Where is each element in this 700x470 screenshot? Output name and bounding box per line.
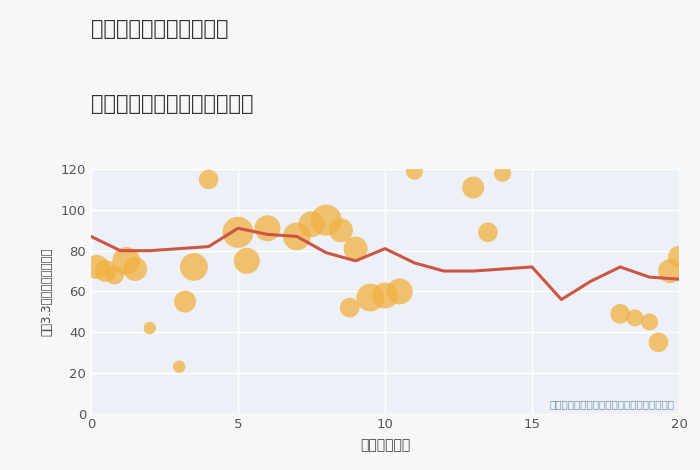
Point	[365, 294, 376, 301]
Point	[241, 257, 253, 265]
Point	[673, 253, 685, 260]
Point	[335, 227, 346, 234]
Point	[321, 216, 332, 224]
Point	[179, 298, 190, 306]
Point	[262, 225, 273, 232]
Point	[174, 363, 185, 370]
Point	[91, 263, 102, 271]
Point	[394, 288, 405, 295]
Text: 三重県津市白山町佐田の: 三重県津市白山町佐田の	[91, 19, 228, 39]
Point	[644, 318, 655, 326]
Point	[497, 170, 508, 177]
Text: 駅距離別中古マンション価格: 駅距離別中古マンション価格	[91, 94, 253, 114]
Point	[232, 228, 244, 236]
Point	[653, 338, 664, 346]
Point	[109, 271, 120, 279]
Point	[379, 292, 391, 299]
Text: 円の大きさは、取引のあった物件面積を示す: 円の大きさは、取引のあった物件面積を示す	[550, 400, 675, 409]
Point	[482, 228, 493, 236]
Point	[344, 304, 356, 312]
X-axis label: 駅距離（分）: 駅距離（分）	[360, 439, 410, 453]
Point	[203, 176, 214, 183]
Y-axis label: 坪（3.3㎡）単価（万円）: 坪（3.3㎡）単価（万円）	[41, 247, 54, 336]
Point	[409, 167, 420, 175]
Point	[306, 220, 317, 228]
Point	[615, 310, 626, 318]
Point	[664, 267, 676, 275]
Point	[468, 184, 479, 191]
Point	[120, 257, 132, 265]
Point	[130, 265, 141, 273]
Point	[629, 314, 641, 321]
Point	[188, 263, 199, 271]
Point	[350, 245, 361, 252]
Point	[100, 267, 111, 275]
Point	[144, 324, 155, 332]
Point	[291, 233, 302, 240]
